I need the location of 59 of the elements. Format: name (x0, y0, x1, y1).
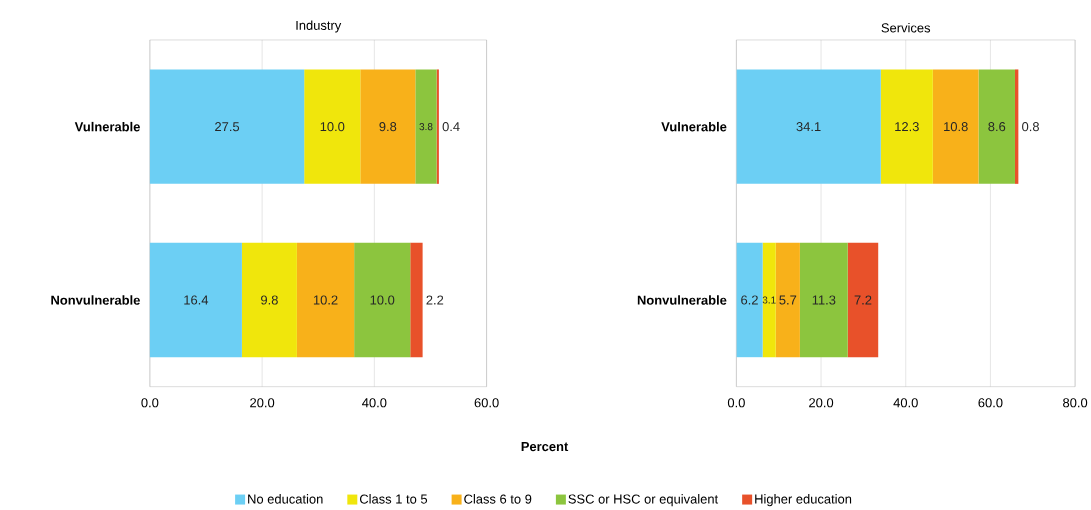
data-label: 0.4 (442, 122, 460, 132)
bar (932, 69, 979, 185)
chart-title: Industry (296, 20, 342, 33)
x-axis-title: Percent (521, 442, 569, 452)
data-label: 10.0 (320, 122, 345, 132)
legend-label: Higher education (755, 494, 852, 507)
data-label: 34.1 (796, 122, 821, 132)
x-tick-label: 40.0 (362, 398, 387, 408)
bar (762, 243, 776, 358)
bar (736, 243, 763, 358)
data-label: 27.5 (215, 122, 240, 132)
y-tick-label: Nonvulnerable (637, 295, 727, 305)
x-tick-label: 20.0 (809, 398, 834, 408)
x-tick-label: 0.0 (141, 398, 159, 408)
data-label: 8.6 (988, 122, 1006, 132)
y-tick-label: Vulnerable (661, 122, 727, 132)
data-label: 3.8 (419, 123, 433, 131)
bar (149, 69, 305, 185)
x-tick-label: 80.0 (1063, 398, 1088, 408)
data-label: 0.8 (1022, 122, 1039, 132)
x-tick-label: 0.0 (727, 398, 745, 408)
legend-label: No education (248, 494, 323, 504)
bar (847, 243, 879, 358)
legend-label: Class 1 to 5 (359, 494, 428, 504)
bar (736, 69, 881, 185)
bar (149, 243, 242, 358)
data-label: 2.2 (426, 295, 444, 305)
bar (241, 243, 297, 358)
data-label: 7.2 (854, 295, 872, 305)
bar (410, 243, 423, 358)
legend-label: SSC or HSC or equivalent (568, 494, 719, 507)
bar (799, 243, 848, 358)
data-label: 10.8 (944, 122, 968, 132)
data-label: 3.1 (762, 296, 776, 304)
x-tick-label: 20.0 (250, 398, 275, 408)
data-label: 9.8 (261, 295, 278, 305)
data-label: 10.0 (370, 295, 395, 305)
data-label: 11.3 (812, 295, 836, 305)
bar (775, 243, 800, 358)
data-label: 10.2 (313, 295, 338, 305)
y-tick-label: Nonvulnerable (51, 295, 140, 305)
legend-label: Class 6 to 9 (464, 494, 532, 504)
bar (360, 69, 416, 185)
x-tick-label: 40.0 (893, 398, 918, 408)
bar (415, 69, 437, 185)
bar (978, 69, 1015, 185)
data-label: 9.8 (379, 122, 397, 132)
x-tick-label: 60.0 (474, 398, 499, 408)
data-label: 6.2 (741, 295, 758, 305)
data-label: 16.4 (184, 295, 209, 305)
bar (304, 69, 361, 185)
chart-title: Services (881, 23, 931, 33)
bar (296, 243, 355, 358)
data-label: 5.7 (779, 295, 797, 305)
data-label: 12.3 (895, 122, 919, 132)
bar (880, 69, 933, 185)
y-tick-label: Vulnerable (74, 122, 140, 132)
x-tick-label: 60.0 (978, 398, 1003, 408)
bar (354, 243, 411, 358)
